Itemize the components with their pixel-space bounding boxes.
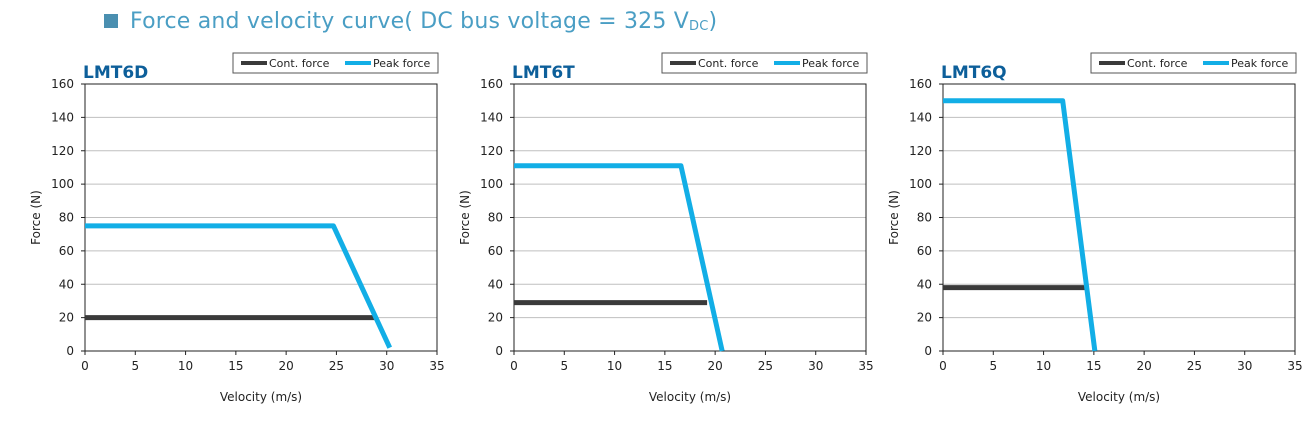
x-tick-label: 10 [178,359,193,373]
chart-lmt6q: 0 20 40 60 80 100 120 140 160 0 5 10 15 20 25 30 35 Veloc… [887,52,1303,404]
y-tick-label: 160 [480,77,503,91]
x-axis-label: Velocity (m/s) [649,390,731,404]
y-tick-label: 80 [488,211,503,225]
x-tick-label: 30 [379,359,394,373]
x-tick-label: 15 [228,359,243,373]
x-tick-label: 10 [1036,359,1051,373]
x-tick-label: 15 [657,359,672,373]
section-title-close: ) [708,8,718,34]
section-title-main: Force and velocity curve( DC bus voltage… [130,8,689,34]
chart-lmt6t: 0 20 40 60 80 100 120 140 160 0 5 10 15 20 25 30 35 Veloc… [458,52,874,404]
legend-box [1090,52,1297,74]
square-bullet-icon [104,14,118,28]
y-tick-label: 120 [480,144,503,158]
x-tick-label: 25 [329,359,344,373]
x-axis-label: Velocity (m/s) [220,390,302,404]
y-tick-label: 0 [924,344,932,358]
y-tick-label: 140 [51,110,74,124]
chart-title: LMT6Q [941,63,1007,83]
x-tick-label: 20 [708,359,723,373]
y-tick-label: 20 [488,311,503,325]
section-title: Force and velocity curve( DC bus voltage… [130,9,717,34]
legend-box [661,52,868,74]
y-tick-label: 0 [495,344,503,358]
peak-force-line [514,163,725,352]
y-axis-label: Force (N) [458,190,472,245]
x-tick-label: 10 [607,359,622,373]
y-tick-label: 20 [59,311,74,325]
x-tick-label: 30 [1237,359,1252,373]
legend-peak-label: Peak force [1231,57,1289,70]
x-tick-label: 0 [939,359,947,373]
y-tick-label: 100 [480,177,503,191]
y-tick-label: 80 [59,211,74,225]
y-tick-label: 0 [66,344,74,358]
x-tick-label: 5 [560,359,568,373]
y-tick-label: 140 [480,110,503,124]
y-tick-label: 160 [51,77,74,91]
legend-box [232,52,439,74]
x-tick-label: 35 [858,359,873,373]
x-tick-label: 20 [1137,359,1152,373]
y-tick-label: 100 [51,177,74,191]
y-tick-label: 80 [917,211,932,225]
y-tick-label: 20 [917,311,932,325]
peak-force-line [85,223,393,349]
y-tick-label: 40 [917,277,932,291]
legend-cont-label: Cont. force [269,57,330,70]
y-axis-label: Force (N) [29,190,43,245]
legend-peak-label: Peak force [373,57,431,70]
y-tick-label: 140 [909,110,932,124]
x-tick-label: 25 [1187,359,1202,373]
section-header: Force and velocity curve( DC bus voltage… [104,4,717,38]
x-axis-label: Velocity (m/s) [1078,390,1160,404]
y-tick-label: 100 [909,177,932,191]
y-tick-label: 160 [909,77,932,91]
x-tick-label: 25 [758,359,773,373]
x-tick-label: 30 [808,359,823,373]
x-tick-label: 15 [1086,359,1101,373]
chart-title: LMT6T [512,63,575,83]
section-title-subscript: DC [689,18,709,34]
y-tick-label: 60 [488,244,503,258]
x-tick-label: 5 [989,359,997,373]
x-tick-label: 20 [279,359,294,373]
x-tick-label: 5 [131,359,139,373]
y-axis-label: Force (N) [887,190,901,245]
y-tick-label: 60 [917,244,932,258]
x-tick-label: 35 [1287,359,1302,373]
y-tick-label: 60 [59,244,74,258]
y-tick-label: 40 [59,277,74,291]
x-tick-label: 0 [81,359,89,373]
y-tick-label: 120 [51,144,74,158]
legend-cont-label: Cont. force [698,57,759,70]
legend-peak-label: Peak force [802,57,860,70]
chart-title: LMT6D [83,63,148,83]
chart-lmt6d: 0 20 40 60 80 100 120 140 160 0 5 10 15 20 25 30 35 Veloc… [29,52,445,404]
y-tick-label: 40 [488,277,503,291]
x-tick-label: 0 [510,359,518,373]
legend-cont-label: Cont. force [1127,57,1188,70]
x-tick-label: 35 [429,359,444,373]
peak-force-line [943,98,1098,352]
y-tick-label: 120 [909,144,932,158]
